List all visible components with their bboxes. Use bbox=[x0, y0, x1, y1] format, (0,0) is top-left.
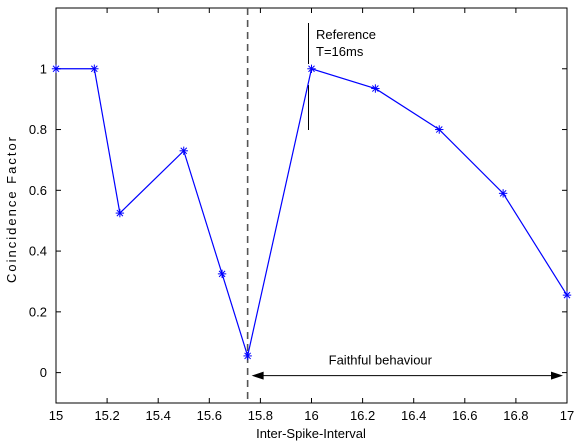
reference-label-line1: Reference bbox=[316, 27, 376, 42]
data-point bbox=[115, 208, 125, 218]
y-tick-label: 0.4 bbox=[29, 244, 47, 259]
data-point bbox=[179, 146, 188, 156]
data-point-stroke bbox=[116, 209, 124, 217]
data-point bbox=[51, 64, 61, 73]
reference-label-line2: T=16ms bbox=[316, 44, 364, 59]
data-point-stroke bbox=[180, 147, 188, 155]
data-point bbox=[307, 64, 316, 73]
x-axis-label: Inter-Spike-Interval bbox=[256, 426, 366, 441]
y-tick-label: 1 bbox=[40, 61, 47, 76]
data-point bbox=[243, 351, 252, 361]
faithful-arrow-left-head bbox=[251, 371, 264, 380]
x-tick-label: 16.4 bbox=[401, 408, 426, 423]
data-point bbox=[435, 125, 444, 134]
data-point bbox=[90, 64, 99, 73]
x-tick-label: 15.8 bbox=[248, 408, 273, 423]
series-group bbox=[51, 64, 572, 361]
y-tick-label: 0.8 bbox=[29, 122, 47, 137]
data-point-stroke bbox=[435, 126, 443, 133]
data-point-stroke bbox=[371, 85, 379, 92]
y-tick-label: 0 bbox=[40, 365, 47, 380]
faithful-behaviour-label: Faithful behaviour bbox=[329, 353, 433, 368]
data-point-stroke bbox=[218, 270, 226, 278]
y-tick-label: 0.6 bbox=[29, 183, 47, 198]
x-tick-label: 15 bbox=[49, 408, 63, 423]
data-point bbox=[217, 269, 227, 279]
x-tick-label: 16 bbox=[304, 408, 318, 423]
x-tick-label: 15.2 bbox=[94, 408, 119, 423]
data-point bbox=[562, 290, 572, 300]
annotations: Reference T=16ms Faithful behaviour bbox=[246, 8, 563, 403]
faithful-arrow-right-head bbox=[551, 371, 563, 380]
data-point-stroke bbox=[563, 291, 571, 299]
axis-ticks bbox=[55, 8, 568, 403]
x-tick-label: 17 bbox=[560, 408, 574, 423]
x-tick-label: 16.8 bbox=[503, 408, 528, 423]
x-tick-label: 16.6 bbox=[452, 408, 477, 423]
data-point bbox=[498, 189, 508, 198]
data-point-stroke bbox=[90, 65, 98, 73]
x-tick-label: 15.6 bbox=[197, 408, 222, 423]
data-point-stroke bbox=[244, 352, 252, 360]
x-tick-label: 15.4 bbox=[146, 408, 171, 423]
y-tick-label: 0.2 bbox=[29, 304, 47, 319]
plot-area-frame bbox=[55, 7, 568, 404]
data-point-stroke bbox=[499, 189, 507, 197]
data-point-stroke bbox=[308, 65, 315, 73]
plot-frame bbox=[55, 7, 568, 404]
data-point bbox=[371, 84, 380, 93]
y-axis-label: Coincidence Factor bbox=[4, 135, 19, 283]
tick-labels: 15 15.2 15.4 15.6 15.8 16 16.2 16.4 16.6 16.8 17 0 0… bbox=[29, 61, 574, 423]
x-tick-label: 16.2 bbox=[350, 408, 375, 423]
data-point-stroke bbox=[52, 65, 60, 73]
